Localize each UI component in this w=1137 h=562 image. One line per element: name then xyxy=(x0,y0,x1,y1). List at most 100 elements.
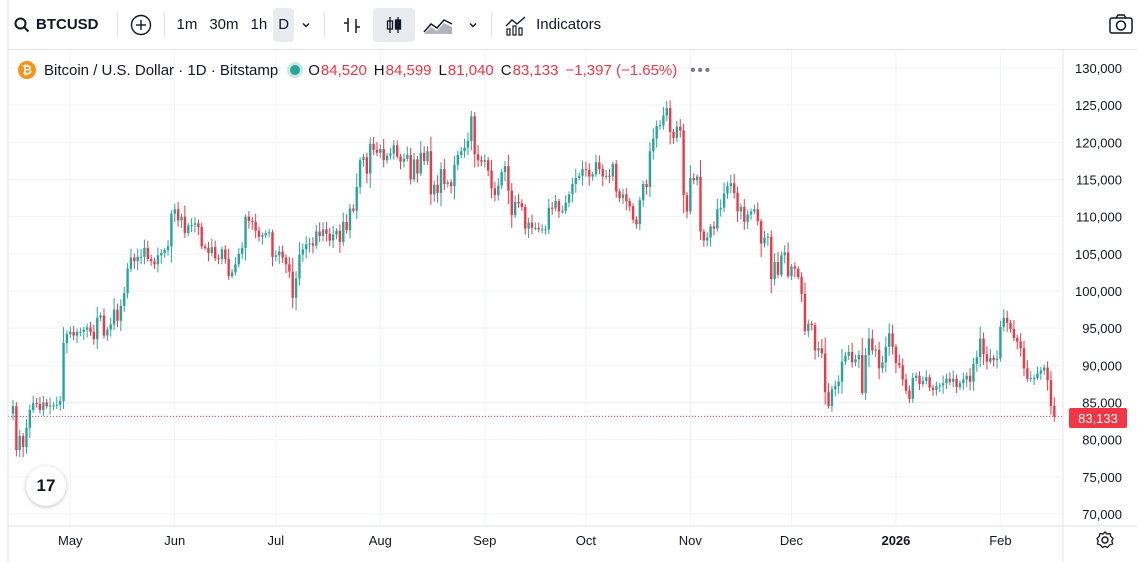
candle-body xyxy=(166,246,170,251)
candle-body xyxy=(399,156,402,162)
candle-body xyxy=(129,257,133,269)
candle-body xyxy=(631,206,635,220)
candle-body xyxy=(766,236,770,238)
x-tick-label: May xyxy=(58,533,83,548)
interval-1h[interactable]: 1h xyxy=(250,16,268,33)
candle-body xyxy=(497,185,500,196)
candle-body xyxy=(581,169,584,176)
y-tick-label: 120,000 xyxy=(1075,135,1122,150)
candle-body xyxy=(931,387,935,390)
candle-body xyxy=(935,386,938,390)
candle-body xyxy=(220,249,224,260)
candle-body xyxy=(625,194,628,202)
area-chart-icon xyxy=(423,18,453,34)
candle-body xyxy=(537,227,540,230)
candle-body xyxy=(598,162,601,170)
area-style-button[interactable] xyxy=(415,8,461,42)
candle-body xyxy=(348,208,352,231)
candle-body xyxy=(1043,367,1046,371)
candle-body xyxy=(982,338,985,355)
candle-body xyxy=(284,257,288,265)
candle-body xyxy=(460,151,463,155)
candle-body xyxy=(588,169,591,177)
candle-body xyxy=(136,256,139,262)
candle-body xyxy=(1012,328,1016,338)
compare-symbol-button[interactable] xyxy=(124,8,158,42)
candle-body xyxy=(89,327,92,332)
interval-dropdown[interactable] xyxy=(294,8,318,42)
y-tick-label: 130,000 xyxy=(1075,61,1122,76)
candle-body xyxy=(240,247,244,254)
candles-style-button[interactable] xyxy=(373,7,416,42)
candle-body xyxy=(972,363,975,382)
candle-body xyxy=(1005,317,1009,323)
candle-body xyxy=(955,378,958,387)
close-label: C xyxy=(500,61,512,79)
legend-title[interactable]: Bitcoin / U.S. Dollar · 1D · Bitstamp xyxy=(44,61,279,79)
interval-d[interactable]: D xyxy=(273,7,295,42)
gear-icon xyxy=(1096,531,1114,549)
candle-body xyxy=(96,317,99,340)
candle-body xyxy=(294,278,298,298)
candle-body xyxy=(908,390,911,399)
chart-settings-button[interactable] xyxy=(1095,530,1115,550)
candle-body xyxy=(234,264,237,273)
candle-body xyxy=(45,402,48,407)
candle-body xyxy=(861,354,864,393)
candle-body xyxy=(1019,341,1022,349)
candle-body xyxy=(567,194,571,203)
candle-body xyxy=(975,357,979,364)
candle-body xyxy=(476,154,480,161)
candle-body xyxy=(978,338,982,358)
candle-body xyxy=(389,153,392,156)
candle-body xyxy=(611,163,615,177)
candle-body xyxy=(237,253,240,265)
candle-body xyxy=(146,247,149,260)
candle-body xyxy=(608,175,611,177)
candle-body xyxy=(510,190,513,216)
candle-body xyxy=(187,225,190,234)
candle-body xyxy=(379,149,382,153)
candle-body xyxy=(32,403,35,410)
candle-body xyxy=(493,188,497,196)
candle-body xyxy=(840,361,844,382)
indicators-button[interactable]: Indicators xyxy=(498,8,607,42)
candle-body xyxy=(1009,322,1012,329)
candle-body xyxy=(271,232,274,257)
snapshot-button[interactable] xyxy=(1108,12,1134,41)
x-tick-label: Jul xyxy=(268,533,285,548)
bars-style-button[interactable] xyxy=(331,8,373,42)
y-tick-label: 100,000 xyxy=(1075,284,1122,299)
candle-body xyxy=(18,435,21,451)
candle-body xyxy=(486,160,490,171)
candle-body xyxy=(325,229,328,234)
candle-body xyxy=(490,170,493,189)
candle-body xyxy=(116,309,119,321)
candle-body xyxy=(871,338,874,351)
open-value: 84,520 xyxy=(320,61,367,79)
candle-body xyxy=(638,200,642,225)
candle-body xyxy=(898,363,901,366)
candle-body xyxy=(358,160,362,187)
candle-body xyxy=(1053,406,1056,417)
symbol-search[interactable]: BTCUSD xyxy=(8,8,105,42)
candle-body xyxy=(601,169,604,177)
candle-body xyxy=(456,154,460,165)
candle-body xyxy=(962,379,965,384)
interval-1m[interactable]: 1m xyxy=(176,16,198,33)
candle-body xyxy=(783,252,786,256)
tradingview-logo[interactable]: 17 xyxy=(26,466,66,506)
candle-body xyxy=(894,346,898,364)
high-label: H xyxy=(373,61,385,79)
chart-style-dropdown[interactable] xyxy=(461,8,485,42)
more-icon[interactable]: ••• xyxy=(690,61,713,79)
candle-body xyxy=(813,325,817,351)
candle-body xyxy=(338,230,342,242)
candle-body xyxy=(254,221,257,231)
candle-body xyxy=(641,183,645,201)
low-value: 81,040 xyxy=(447,61,494,79)
market-status-icon[interactable] xyxy=(290,65,301,75)
interval-30m[interactable]: 30m xyxy=(209,16,239,33)
candle-body xyxy=(864,354,867,393)
